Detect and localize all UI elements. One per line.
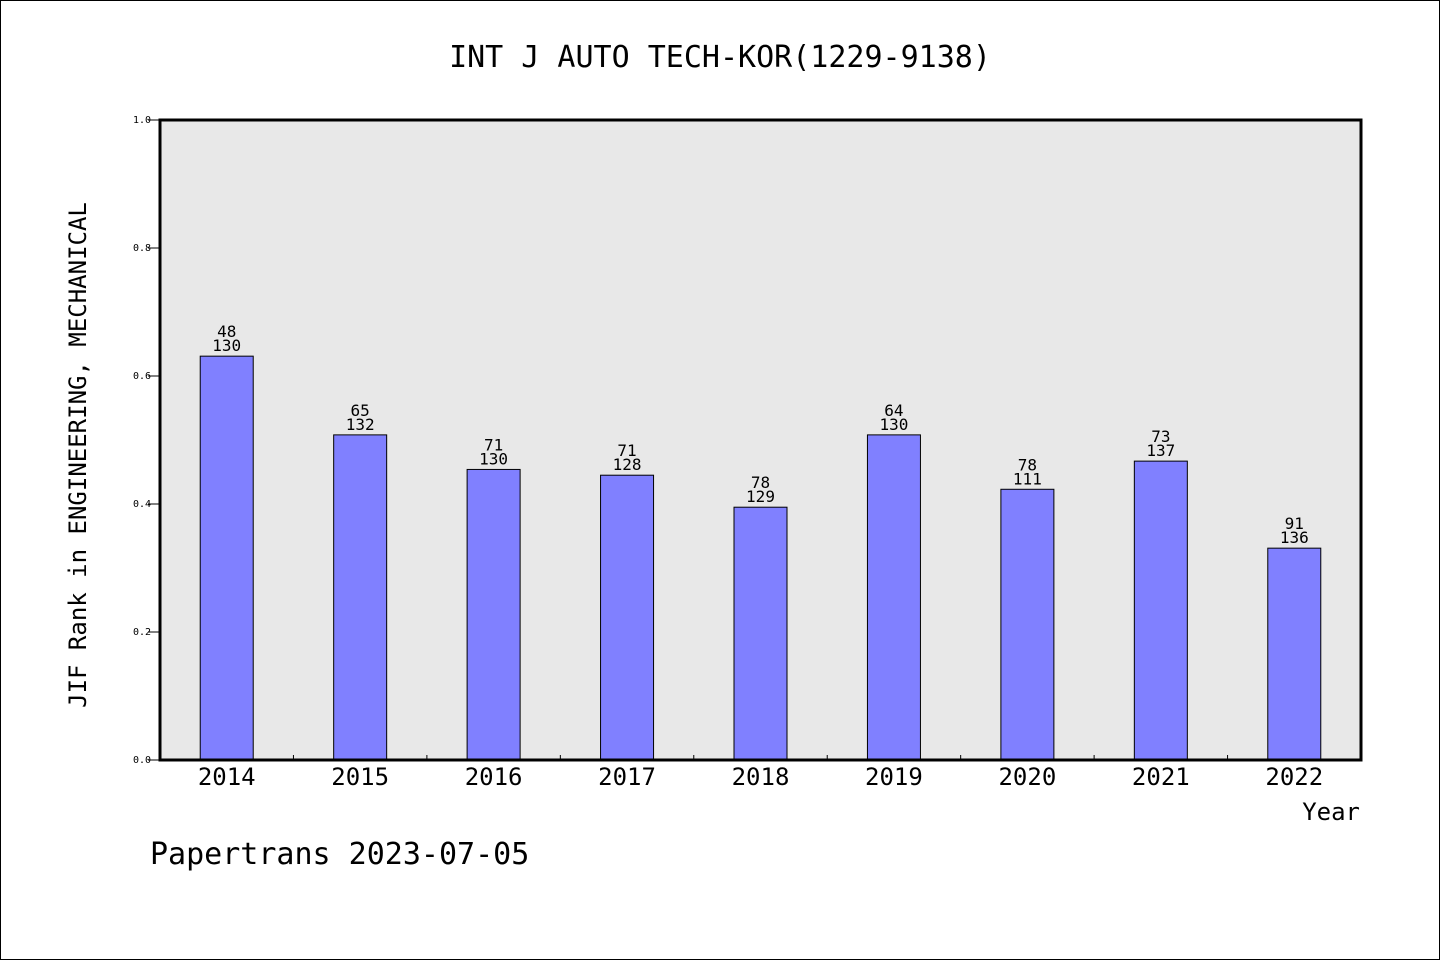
y-axis: 0.0 0.2 0.4 0.6 0.8 1.0 [133, 115, 160, 766]
bar [1267, 547, 1322, 761]
bar-rank-label: 71 [484, 435, 503, 454]
bar-total-label: 132 [346, 415, 375, 434]
bar-rank-label: 48 [217, 322, 236, 341]
y-tick-label: 1.0 [133, 115, 151, 126]
bar-rank-label: 71 [617, 441, 636, 460]
x-tick-label: 2021 [1132, 763, 1190, 791]
x-tick-label: 2022 [1265, 763, 1323, 791]
plot-border [158, 118, 1363, 762]
x-tick-label: 2018 [732, 763, 790, 791]
bar-rank-label: 65 [351, 401, 370, 420]
y-tick-label: 0.0 [133, 755, 151, 766]
bar [866, 434, 921, 761]
x-tick-label: 2016 [465, 763, 523, 791]
bar-total-label: 130 [479, 449, 508, 468]
footer-text: Papertrans 2023-07-05 [150, 837, 529, 872]
bar [466, 468, 521, 761]
bar [199, 355, 254, 761]
bar-rank-label: 64 [884, 401, 903, 420]
bar [600, 474, 655, 761]
bar-total-label: 111 [1013, 469, 1042, 488]
bar [1000, 488, 1055, 761]
bar [733, 506, 788, 761]
x-tick-label: 2020 [998, 763, 1056, 791]
bar-total-label: 137 [1146, 441, 1175, 460]
bar [333, 434, 388, 761]
x-tick-label: 2015 [331, 763, 389, 791]
x-tick-label: 2017 [598, 763, 656, 791]
y-axis-label: JIF Rank in ENGINEERING, MECHANICAL [64, 202, 92, 708]
y-tick-label: 0.2 [133, 627, 151, 638]
x-axis-label: Year [1302, 798, 1360, 826]
bar-rank-label: 91 [1285, 514, 1304, 533]
bar-total-label: 136 [1280, 528, 1309, 547]
y-tick-label: 0.8 [133, 243, 151, 254]
x-tick-label: 2019 [865, 763, 923, 791]
bar [1133, 460, 1188, 761]
bar-rank-label: 78 [1018, 455, 1037, 474]
bar-total-label: 128 [613, 455, 642, 474]
y-tick-label: 0.6 [133, 371, 151, 382]
x-tick-label: 2014 [198, 763, 256, 791]
bar-total-label: 130 [879, 415, 908, 434]
bar-total-label: 129 [746, 487, 775, 506]
x-axis: 2014 2015 2016 2017 2018 2019 2020 2021 2022 [198, 755, 1323, 791]
bar-rank-label: 73 [1151, 427, 1170, 446]
bar-rank-label: 78 [751, 473, 770, 492]
y-tick-label: 0.4 [133, 499, 151, 510]
bar-total-label: 130 [212, 336, 241, 355]
chart-title: INT J AUTO TECH-KOR(1229-9138) [449, 40, 991, 75]
